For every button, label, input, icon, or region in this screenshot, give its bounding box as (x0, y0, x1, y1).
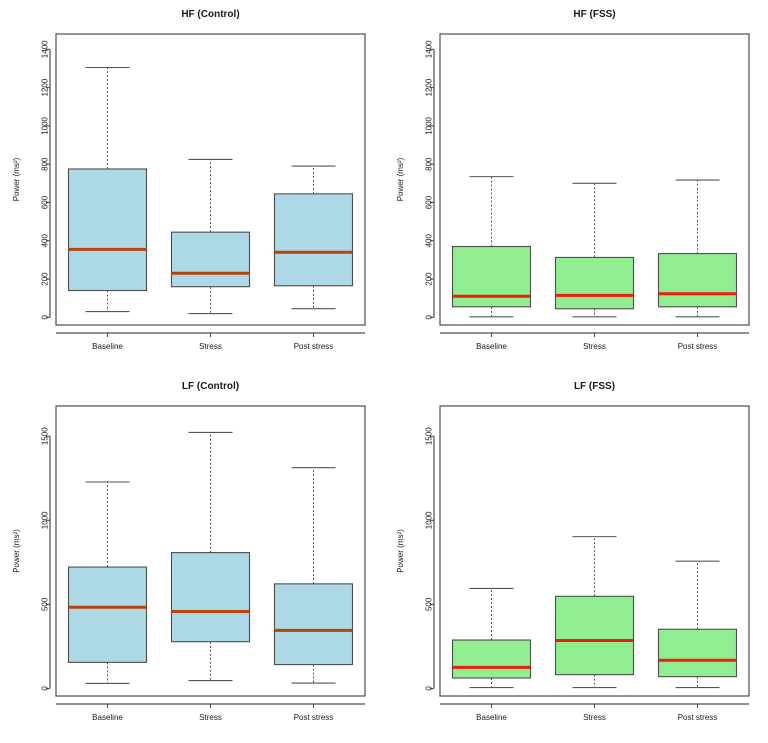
panel-lf-fss: LF (FSS) Power (ms²) 0 500 1000 1500 Baseline S… (384, 372, 768, 743)
y-tick-label: 500 (41, 597, 50, 611)
panel-title: HF (FSS) (573, 9, 615, 20)
panel-title: HF (Control) (181, 9, 239, 20)
box-iqr-rect (554, 595, 635, 676)
plot-frame (439, 33, 750, 326)
box-iqr-rect (273, 193, 354, 287)
y-tick-label: 1400 (41, 40, 50, 58)
x-category-label: Baseline (476, 342, 507, 351)
boxplot-box (273, 467, 354, 684)
box-iqr-rect (451, 639, 532, 679)
y-tick-label: 600 (425, 195, 434, 209)
y-tick-label: 1400 (425, 40, 434, 58)
panel-hf-control: HF (Control) Power (ms²) 0 200 400 600 800 1000… (0, 0, 384, 372)
x-category-label: Stress (583, 713, 606, 722)
y-axis-label: Power (ms²) (396, 529, 405, 573)
x-category-label: Stress (199, 713, 222, 722)
plot-frame (55, 33, 366, 326)
box-iqr-rect (170, 231, 251, 288)
boxplot-box (657, 560, 738, 689)
boxplot-svg: HF (Control) Power (ms²) 0 200 400 600 800 1000… (0, 0, 384, 372)
y-tick-label: 1200 (425, 78, 434, 96)
panel-hf-fss: HF (FSS) Power (ms²) 0 200 400 600 800 1000 1200… (384, 0, 768, 372)
x-category-label: Stress (583, 342, 606, 351)
y-axis-label: Power (ms²) (12, 157, 21, 201)
box-iqr-rect (657, 628, 738, 678)
boxplot-box (657, 179, 738, 318)
panel-lf-control: LF (Control) Power (ms²) 0 500 1000 1500 Basel… (0, 372, 384, 743)
x-category-label: Post stress (678, 342, 718, 351)
boxplot-svg: LF (Control) Power (ms²) 0 500 1000 1500 Basel… (0, 372, 384, 743)
y-tick-label: 0 (425, 315, 434, 320)
boxplot-box (451, 176, 532, 318)
box-iqr-rect (273, 583, 354, 666)
y-tick-label: 1200 (41, 78, 50, 96)
y-tick-label: 400 (425, 234, 434, 248)
box-iqr-rect (554, 256, 635, 310)
boxplot-box (170, 158, 251, 315)
y-tick-label: 200 (41, 272, 50, 286)
x-category-label: Baseline (476, 713, 507, 722)
y-tick-label: 1000 (425, 116, 434, 134)
boxplot-box (273, 165, 354, 310)
boxplot-box (554, 536, 635, 689)
x-category-label: Baseline (92, 713, 123, 722)
y-tick-label: 200 (425, 272, 434, 286)
panel-title: LF (FSS) (574, 381, 615, 392)
boxplot-box (67, 481, 148, 684)
box-iqr-rect (170, 552, 251, 643)
y-tick-label: 1000 (41, 116, 50, 134)
y-tick-label: 0 (425, 686, 434, 691)
y-tick-label: 1000 (425, 511, 434, 529)
y-tick-label: 0 (41, 315, 50, 320)
boxplot-box (451, 587, 532, 689)
boxplot-svg: LF (FSS) Power (ms²) 0 500 1000 1500 Baseline S… (384, 372, 768, 743)
plot-frame (439, 405, 750, 697)
panel-background (384, 372, 768, 743)
y-tick-label: 0 (41, 686, 50, 691)
y-tick-label: 1000 (41, 511, 50, 529)
y-tick-label: 800 (41, 157, 50, 171)
boxplot-svg: HF (FSS) Power (ms²) 0 200 400 600 800 1000 1200… (384, 0, 768, 372)
plot-frame (55, 405, 366, 697)
x-category-label: Baseline (92, 342, 123, 351)
y-axis-label: Power (ms²) (396, 157, 405, 201)
y-tick-label: 1500 (425, 427, 434, 445)
panel-background (384, 0, 768, 372)
panel-title: LF (Control) (182, 381, 239, 392)
box-iqr-rect (67, 566, 148, 663)
boxplot-box (170, 431, 251, 682)
y-axis-label: Power (ms²) (12, 529, 21, 573)
box-iqr-rect (67, 168, 148, 292)
panel-background (0, 0, 384, 372)
y-tick-label: 1500 (41, 427, 50, 445)
x-category-label: Post stress (294, 342, 334, 351)
boxplot-box (554, 182, 635, 318)
y-tick-label: 800 (425, 157, 434, 171)
y-tick-label: 400 (41, 234, 50, 248)
x-category-label: Post stress (294, 713, 334, 722)
y-tick-label: 500 (425, 597, 434, 611)
x-category-label: Stress (199, 342, 222, 351)
y-tick-label: 600 (41, 195, 50, 209)
box-iqr-rect (657, 253, 738, 308)
boxplot-box (67, 66, 148, 313)
x-category-label: Post stress (678, 713, 718, 722)
